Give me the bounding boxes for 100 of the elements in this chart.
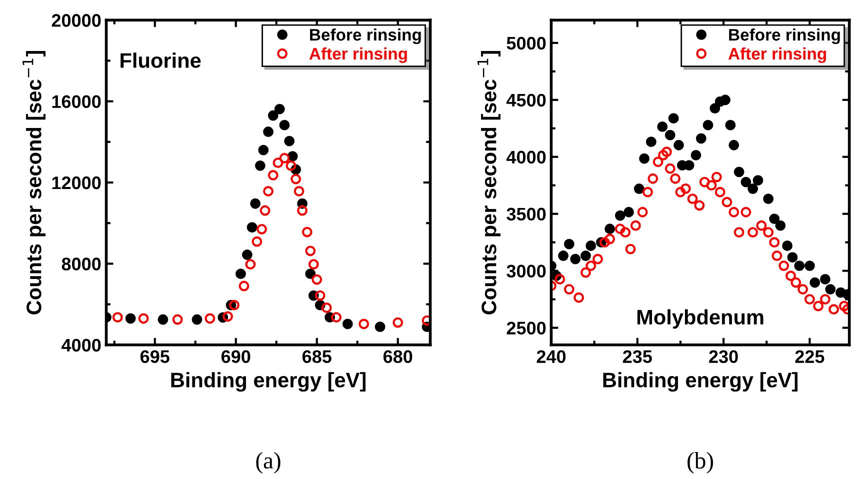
point xyxy=(782,240,792,251)
point xyxy=(599,237,610,248)
point xyxy=(752,175,764,186)
text: (a) xyxy=(256,452,280,474)
point xyxy=(637,206,648,218)
point xyxy=(321,302,332,313)
point xyxy=(580,250,591,261)
point xyxy=(710,103,720,114)
point xyxy=(675,186,686,198)
point xyxy=(820,294,830,305)
point xyxy=(714,186,726,198)
point xyxy=(828,304,840,315)
point xyxy=(392,317,404,328)
point xyxy=(614,224,626,234)
point xyxy=(258,144,269,156)
y-axis-title: Counts per second [sec$^{−1}$] xyxy=(478,51,500,314)
x-tick-label: 235 xyxy=(622,350,652,364)
y-tick-label: 20000 xyxy=(52,14,101,27)
point xyxy=(687,194,698,204)
point xyxy=(246,222,258,233)
point xyxy=(564,284,574,294)
x-tick-label: 240 xyxy=(536,350,566,364)
y-tick-label: 5000 xyxy=(506,36,546,50)
point xyxy=(279,152,290,164)
point xyxy=(260,205,270,216)
point xyxy=(305,246,316,256)
point xyxy=(810,277,820,288)
point xyxy=(657,121,668,132)
point xyxy=(314,290,326,301)
point xyxy=(268,170,278,180)
y-tick-label: 4500 xyxy=(506,94,546,107)
point xyxy=(706,180,717,191)
point xyxy=(634,184,644,194)
x-axis-title: Binding energy [eV] xyxy=(603,372,798,392)
point xyxy=(614,210,626,221)
point xyxy=(646,136,656,148)
point xyxy=(668,113,679,124)
point xyxy=(769,214,780,224)
point xyxy=(748,184,758,194)
point xyxy=(272,158,284,168)
point xyxy=(554,274,566,284)
point xyxy=(312,274,322,285)
point xyxy=(699,176,710,188)
point xyxy=(112,312,123,322)
legend-label: Before rinsing xyxy=(310,28,421,44)
point xyxy=(790,277,802,288)
point xyxy=(252,236,262,247)
point xyxy=(734,227,744,238)
point xyxy=(748,227,758,238)
point xyxy=(838,300,850,312)
y-tick-label: 2500 xyxy=(506,322,546,335)
point xyxy=(734,166,744,178)
point xyxy=(254,160,266,171)
point xyxy=(702,120,714,130)
point xyxy=(158,314,168,325)
point xyxy=(624,206,634,218)
point xyxy=(769,237,780,248)
point xyxy=(763,227,774,238)
point xyxy=(604,234,616,244)
point xyxy=(820,274,830,284)
point xyxy=(125,313,136,324)
text: (b) xyxy=(688,452,713,474)
point xyxy=(620,227,631,238)
point xyxy=(648,173,658,184)
point xyxy=(680,183,691,194)
point xyxy=(580,267,591,278)
point xyxy=(728,140,740,150)
point xyxy=(756,220,767,231)
point xyxy=(694,200,705,211)
point xyxy=(670,173,680,184)
point xyxy=(592,254,603,264)
point xyxy=(236,268,246,280)
point xyxy=(763,194,774,204)
point xyxy=(642,186,653,198)
point xyxy=(279,120,290,130)
point xyxy=(250,198,261,209)
point xyxy=(728,206,740,218)
point xyxy=(229,300,240,310)
y-tick-label: 4000 xyxy=(506,150,546,164)
y-tick-label: 4000 xyxy=(62,338,101,352)
point xyxy=(242,250,252,260)
point xyxy=(740,176,752,188)
point xyxy=(274,104,285,114)
point xyxy=(358,318,370,330)
point xyxy=(574,292,584,303)
point xyxy=(238,280,250,292)
point xyxy=(305,268,316,280)
point xyxy=(245,259,256,270)
legend-label: Before rinsing xyxy=(729,28,840,44)
point xyxy=(374,322,386,332)
x-tick-label: 680 xyxy=(383,350,412,364)
point xyxy=(813,300,824,312)
point xyxy=(798,284,808,294)
point xyxy=(204,313,216,324)
legend-label: After rinsing xyxy=(309,47,407,64)
point xyxy=(297,205,308,216)
point xyxy=(720,94,730,106)
y-axis-title: Counts per second [sec$^{−1}$] xyxy=(22,51,46,314)
point xyxy=(664,130,676,140)
point xyxy=(639,153,650,164)
